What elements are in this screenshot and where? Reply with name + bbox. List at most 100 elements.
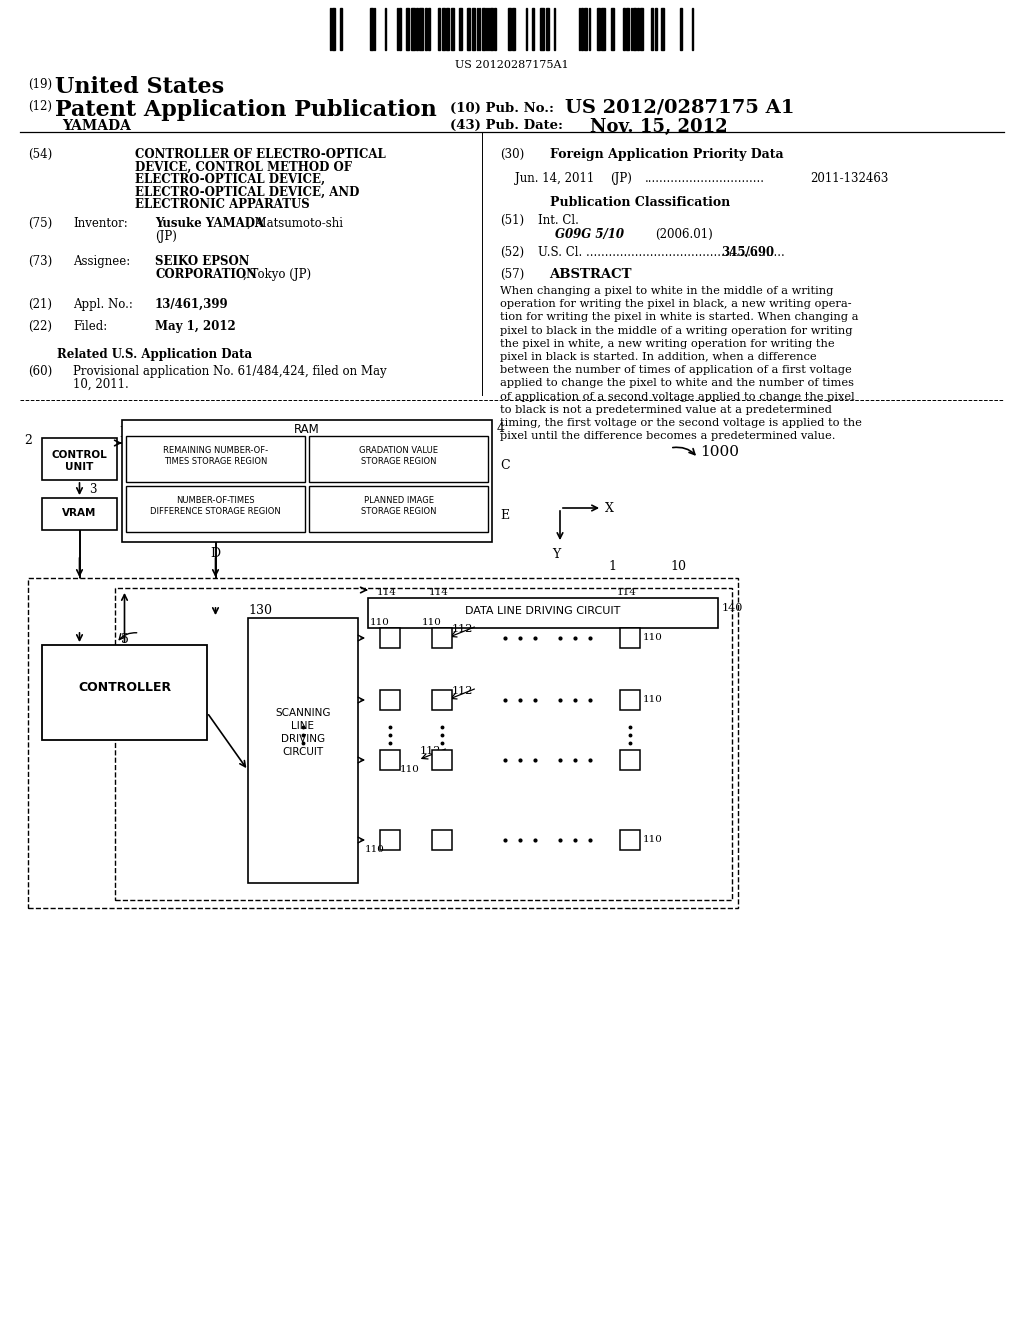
Text: Y: Y (552, 548, 560, 561)
Text: of application of a second voltage applied to change the pixel: of application of a second voltage appli… (500, 392, 855, 401)
Bar (494, 8, 496, 50)
Bar (416, 8, 418, 50)
Text: 110: 110 (422, 618, 442, 627)
Text: (2006.01): (2006.01) (655, 228, 713, 242)
Text: US 2012/0287175 A1: US 2012/0287175 A1 (565, 99, 795, 117)
Text: (19): (19) (28, 78, 52, 91)
Text: 10: 10 (670, 560, 686, 573)
Text: (52): (52) (500, 246, 524, 259)
Text: STORAGE REGION: STORAGE REGION (360, 507, 436, 516)
Bar (380, 830, 400, 850)
Bar (601, 8, 605, 50)
Text: LINE: LINE (292, 721, 314, 731)
Text: 140: 140 (722, 603, 743, 612)
Text: pixel until the difference becomes a predetermined value.: pixel until the difference becomes a pre… (500, 432, 836, 441)
Bar (620, 830, 640, 850)
Bar (380, 690, 400, 710)
Text: 345/690: 345/690 (721, 246, 774, 259)
Bar (28, 578, 738, 908)
Text: CIRCUIT: CIRCUIT (283, 747, 324, 756)
Text: SEIKO EPSON: SEIKO EPSON (155, 255, 250, 268)
Text: GRADATION VALUE: GRADATION VALUE (359, 446, 438, 455)
Text: 110: 110 (643, 634, 663, 642)
Bar (620, 690, 640, 710)
Text: 5: 5 (121, 634, 128, 645)
Text: Patent Application Publication: Patent Application Publication (55, 99, 437, 121)
Text: D: D (211, 546, 220, 560)
Bar (406, 8, 409, 50)
Text: Appl. No.:: Appl. No.: (73, 298, 133, 312)
Bar (623, 8, 625, 50)
Text: 2011-132463: 2011-132463 (810, 172, 889, 185)
Bar (620, 628, 640, 648)
Bar (122, 420, 492, 543)
Bar (115, 587, 732, 900)
Text: the pixel in white, a new writing operation for writing the: the pixel in white, a new writing operat… (500, 339, 835, 348)
Text: , Tokyo (JP): , Tokyo (JP) (243, 268, 311, 281)
Text: pixel to black in the middle of a writing operation for writing: pixel to black in the middle of a writin… (500, 326, 853, 335)
Text: , Matsumoto-shi: , Matsumoto-shi (247, 216, 343, 230)
Text: 100: 100 (366, 605, 390, 616)
Bar (432, 830, 452, 850)
Text: (57): (57) (500, 268, 524, 281)
Text: 13/461,399: 13/461,399 (155, 298, 228, 312)
Text: DRIVING: DRIVING (281, 734, 325, 744)
Bar (380, 750, 400, 770)
Text: 114: 114 (429, 587, 449, 597)
Text: PLANNED IMAGE: PLANNED IMAGE (364, 496, 433, 506)
Bar (126, 436, 305, 482)
Bar (637, 8, 639, 50)
Text: RAM: RAM (294, 422, 319, 436)
Bar (472, 8, 475, 50)
Text: Nov. 15, 2012: Nov. 15, 2012 (590, 117, 728, 136)
Bar (451, 8, 454, 50)
Text: 114: 114 (377, 587, 397, 597)
Bar (432, 750, 452, 770)
Text: ELECTRO-OPTICAL DEVICE, AND: ELECTRO-OPTICAL DEVICE, AND (135, 186, 359, 198)
Text: 112: 112 (452, 624, 473, 634)
Text: 110: 110 (370, 618, 390, 627)
Text: NUMBER-OF-TIMES: NUMBER-OF-TIMES (176, 496, 255, 506)
Bar (584, 8, 587, 50)
Bar (459, 8, 462, 50)
Text: ABSTRACT: ABSTRACT (549, 268, 631, 281)
Text: 2: 2 (25, 434, 32, 447)
Text: 130: 130 (248, 605, 272, 616)
Text: UNIT: UNIT (66, 462, 93, 473)
Bar (546, 8, 549, 50)
Bar (512, 8, 515, 50)
Bar (597, 8, 600, 50)
Text: Foreign Application Priority Data: Foreign Application Priority Data (550, 148, 783, 161)
Bar (309, 436, 488, 482)
Text: (43) Pub. Date:: (43) Pub. Date: (450, 119, 563, 132)
Text: (75): (75) (28, 216, 52, 230)
Bar (332, 8, 335, 50)
Text: May 1, 2012: May 1, 2012 (155, 319, 236, 333)
Text: DEVICE, CONTROL METHOD OF: DEVICE, CONTROL METHOD OF (135, 161, 352, 173)
Bar (340, 8, 342, 50)
Text: Inventor:: Inventor: (73, 216, 128, 230)
Text: to black is not a predetermined value at a predetermined: to black is not a predetermined value at… (500, 405, 831, 414)
Bar (442, 8, 445, 50)
Text: 110: 110 (366, 845, 385, 854)
Text: (22): (22) (28, 319, 52, 333)
Bar (508, 8, 511, 50)
Text: 1: 1 (608, 560, 616, 573)
Text: REMAINING NUMBER-OF-: REMAINING NUMBER-OF- (163, 446, 268, 455)
Bar (380, 628, 400, 648)
Text: (12): (12) (28, 100, 52, 114)
Bar (482, 8, 485, 50)
Bar (438, 8, 440, 50)
Text: 110: 110 (643, 836, 663, 843)
Text: 112: 112 (452, 686, 473, 696)
Text: Assignee:: Assignee: (73, 255, 130, 268)
Bar (248, 618, 358, 883)
Text: G09G 5/10: G09G 5/10 (555, 228, 624, 242)
Bar (680, 8, 682, 50)
Text: ELECTRONIC APPARATUS: ELECTRONIC APPARATUS (135, 198, 309, 211)
Text: Publication Classification: Publication Classification (550, 195, 730, 209)
Bar (126, 486, 305, 532)
Text: STORAGE REGION: STORAGE REGION (360, 457, 436, 466)
Text: C: C (500, 459, 510, 473)
Text: Related U.S. Application Data: Related U.S. Application Data (57, 348, 253, 360)
